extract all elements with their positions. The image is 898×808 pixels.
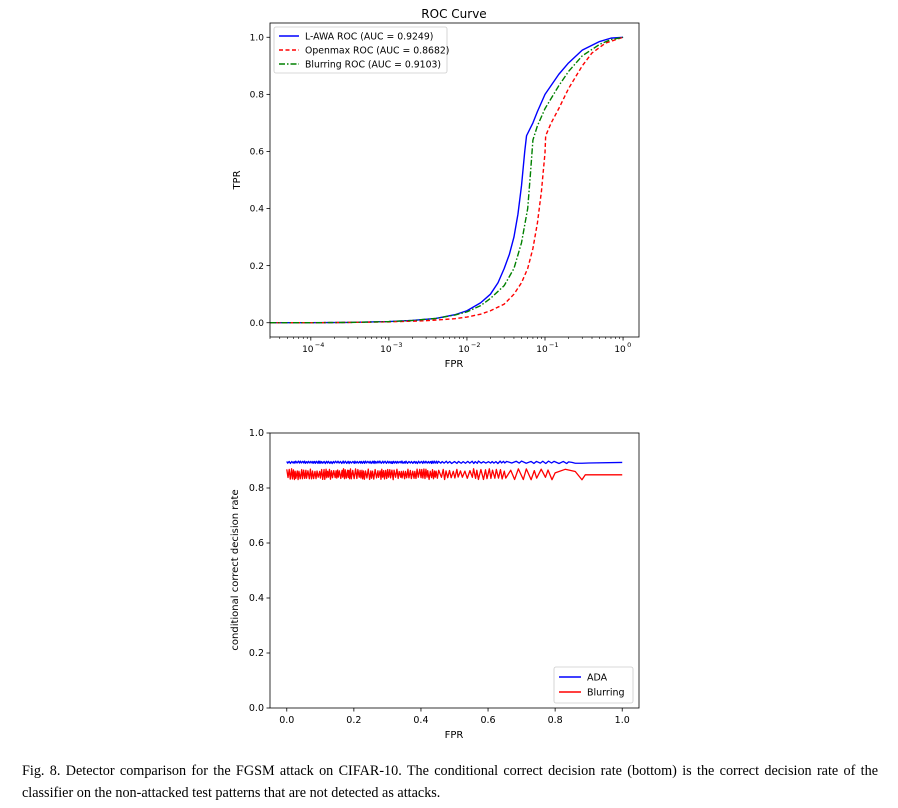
ccdr-legend-label-ada: ADA xyxy=(587,673,608,684)
roc-yticks: 0.0 0.2 0.4 0.6 0.8 1.0 xyxy=(250,33,270,329)
roc-ylabel: TPR xyxy=(232,170,243,190)
roc-line-lawa xyxy=(270,36,624,324)
ccdr-xtick-label: 0.2 xyxy=(346,715,361,726)
ccdr-xtick-label: 0.6 xyxy=(480,715,495,726)
ccdr-axes-frame xyxy=(269,432,640,709)
ccdr-ytick-label: 0.0 xyxy=(249,703,264,714)
ccdr-ytick-label: 0.4 xyxy=(249,593,264,604)
roc-line-openmax xyxy=(270,36,624,324)
roc-xtick-base: 10 xyxy=(302,345,314,355)
ccdr-legend: ADA Blurring xyxy=(553,666,634,704)
ccdr-xtick-label: 0.0 xyxy=(279,715,294,726)
roc-xtick-exponent: −4 xyxy=(315,341,325,349)
roc-ytick-label: 1.0 xyxy=(250,33,265,43)
roc-chart: ROC Curve FPR TPR 0.00.20.40.60.81.0 10−… xyxy=(232,7,640,370)
ccdr-xtick-label: 0.4 xyxy=(413,715,428,726)
roc-xtick-exponent: 0 xyxy=(627,341,631,349)
roc-ytick-label: 0.8 xyxy=(250,91,265,101)
roc-xticks: 10 −4 10 −3 10 −2 10 −1 10 0 xyxy=(269,337,631,355)
ccdr-line-ada xyxy=(286,460,623,465)
roc-ytick-label: 0.0 xyxy=(250,319,265,329)
ccdr-xlabel: FPR xyxy=(445,730,464,741)
roc-xtick-base: 10 xyxy=(614,345,626,355)
ccdr-ytick-label: 0.2 xyxy=(249,648,264,659)
roc-ytick-label: 0.6 xyxy=(250,148,265,158)
ccdr-line-blurring xyxy=(286,468,623,481)
roc-ytick-label: 0.2 xyxy=(250,262,264,272)
roc-title: ROC Curve xyxy=(421,7,486,21)
roc-legend-label-openmax: Openmax ROC (AUC = 0.8682) xyxy=(305,46,449,57)
roc-xtick-base: 10 xyxy=(380,345,392,355)
roc-xtick-exponent: −2 xyxy=(471,341,481,349)
roc-legend-label-lawa: L-AWA ROC (AUC = 0.9249) xyxy=(305,32,433,43)
ccdr-chart: FPR conditional correct decision rate 0.… xyxy=(230,428,640,741)
roc-xtick-base: 10 xyxy=(458,345,470,355)
roc-legend-box xyxy=(273,26,448,74)
figure: ROC Curve FPR TPR 0.00.20.40.60.81.0 10−… xyxy=(230,7,640,741)
ccdr-ytick-label: 0.8 xyxy=(249,483,264,494)
ccdr-lines xyxy=(286,460,623,481)
roc-legend-label-blurring: Blurring ROC (AUC = 0.9103) xyxy=(305,60,441,71)
roc-legend: L-AWA ROC (AUC = 0.9249) Openmax ROC (AU… xyxy=(273,26,449,74)
roc-xtick-exponent: −1 xyxy=(549,341,559,349)
ccdr-ytick-label: 1.0 xyxy=(249,428,264,439)
roc-lines xyxy=(270,36,624,324)
roc-xlabel: FPR xyxy=(445,359,464,370)
roc-axes-frame xyxy=(269,22,640,338)
roc-xtick-base: 10 xyxy=(536,345,548,355)
figure-caption: Fig. 8. Detector comparison for the FGSM… xyxy=(22,763,878,801)
ccdr-ylabel: conditional correct decision rate xyxy=(230,489,241,650)
ccdr-legend-box xyxy=(553,666,634,704)
ccdr-ytick-label: 0.6 xyxy=(249,538,264,549)
ccdr-yticks: 0.0 0.2 0.4 0.6 0.8 1.0 xyxy=(249,428,270,714)
roc-xtick-exponent: −3 xyxy=(393,341,403,349)
ccdr-xtick-label: 0.8 xyxy=(548,715,563,726)
roc-ytick-label: 0.4 xyxy=(250,205,265,215)
ccdr-xticks: 0.0 0.2 0.4 0.6 0.8 1.0 xyxy=(279,708,630,726)
roc-line-blurring xyxy=(270,36,624,324)
ccdr-xtick-label: 1.0 xyxy=(615,715,630,726)
ccdr-legend-label-blurring: Blurring xyxy=(587,688,625,699)
